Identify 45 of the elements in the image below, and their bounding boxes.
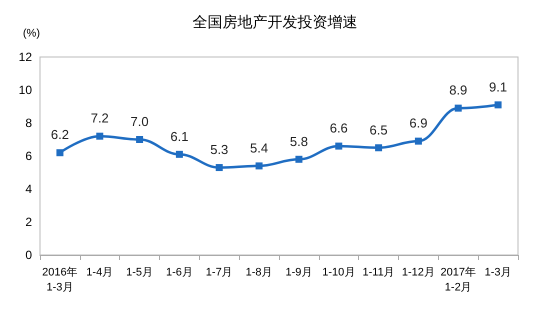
x-tick-label: 1-10月: [322, 266, 356, 278]
x-tick-label: 1-12月: [402, 266, 435, 278]
y-axis-title: (%): [22, 28, 40, 40]
point: [56, 149, 64, 156]
x-tick-label: 1-6月: [166, 266, 193, 278]
point: [295, 156, 302, 163]
data-label: 6.6: [330, 120, 348, 136]
x-tick-label: 1-8月: [246, 266, 273, 278]
x-tick-label: 1-9月: [285, 266, 312, 278]
point: [375, 144, 382, 152]
y-tick-label: 6: [25, 149, 32, 163]
data-label: 5.8: [290, 134, 308, 149]
point: [494, 101, 502, 108]
point: [136, 136, 144, 143]
y-tick-label: 8: [25, 116, 32, 130]
y-tick-label: 4: [25, 182, 32, 196]
data-label: 7.2: [90, 110, 109, 126]
point: [216, 164, 223, 172]
data-label: 5.4: [250, 140, 268, 156]
data-label: 6.1: [170, 128, 188, 144]
y-tick-label: 12: [18, 50, 32, 64]
point: [176, 150, 183, 158]
x-tick-label: 1-7月: [206, 266, 233, 278]
point: [414, 138, 422, 145]
data-label: 7.0: [130, 114, 149, 129]
y-tick-label: 10: [18, 83, 32, 97]
data-label: 5.3: [210, 142, 228, 158]
data-label: 8.9: [449, 82, 468, 98]
data-label: 9.1: [489, 79, 508, 94]
x-tick-label: 2017年 1-2月: [440, 266, 476, 294]
data-label: 6.5: [370, 122, 388, 138]
point: [335, 142, 342, 150]
point: [256, 162, 263, 170]
chart-title: 全国房地产开发投资增速: [192, 14, 358, 31]
y-tick-label: 2: [25, 215, 32, 229]
data-label: 6.2: [50, 127, 69, 142]
x-tick-label: 1-11月: [362, 266, 395, 278]
data-label: 6.9: [409, 116, 428, 131]
x-tick-label: 1-3月: [484, 266, 512, 278]
point: [96, 132, 104, 140]
y-tick-label: 0: [25, 248, 32, 262]
x-tick-label: 2016年 1-3月: [42, 266, 78, 294]
x-tick-label: 1-5月: [126, 266, 154, 278]
x-tick-label: 1-4月: [86, 266, 114, 278]
point: [454, 104, 462, 112]
